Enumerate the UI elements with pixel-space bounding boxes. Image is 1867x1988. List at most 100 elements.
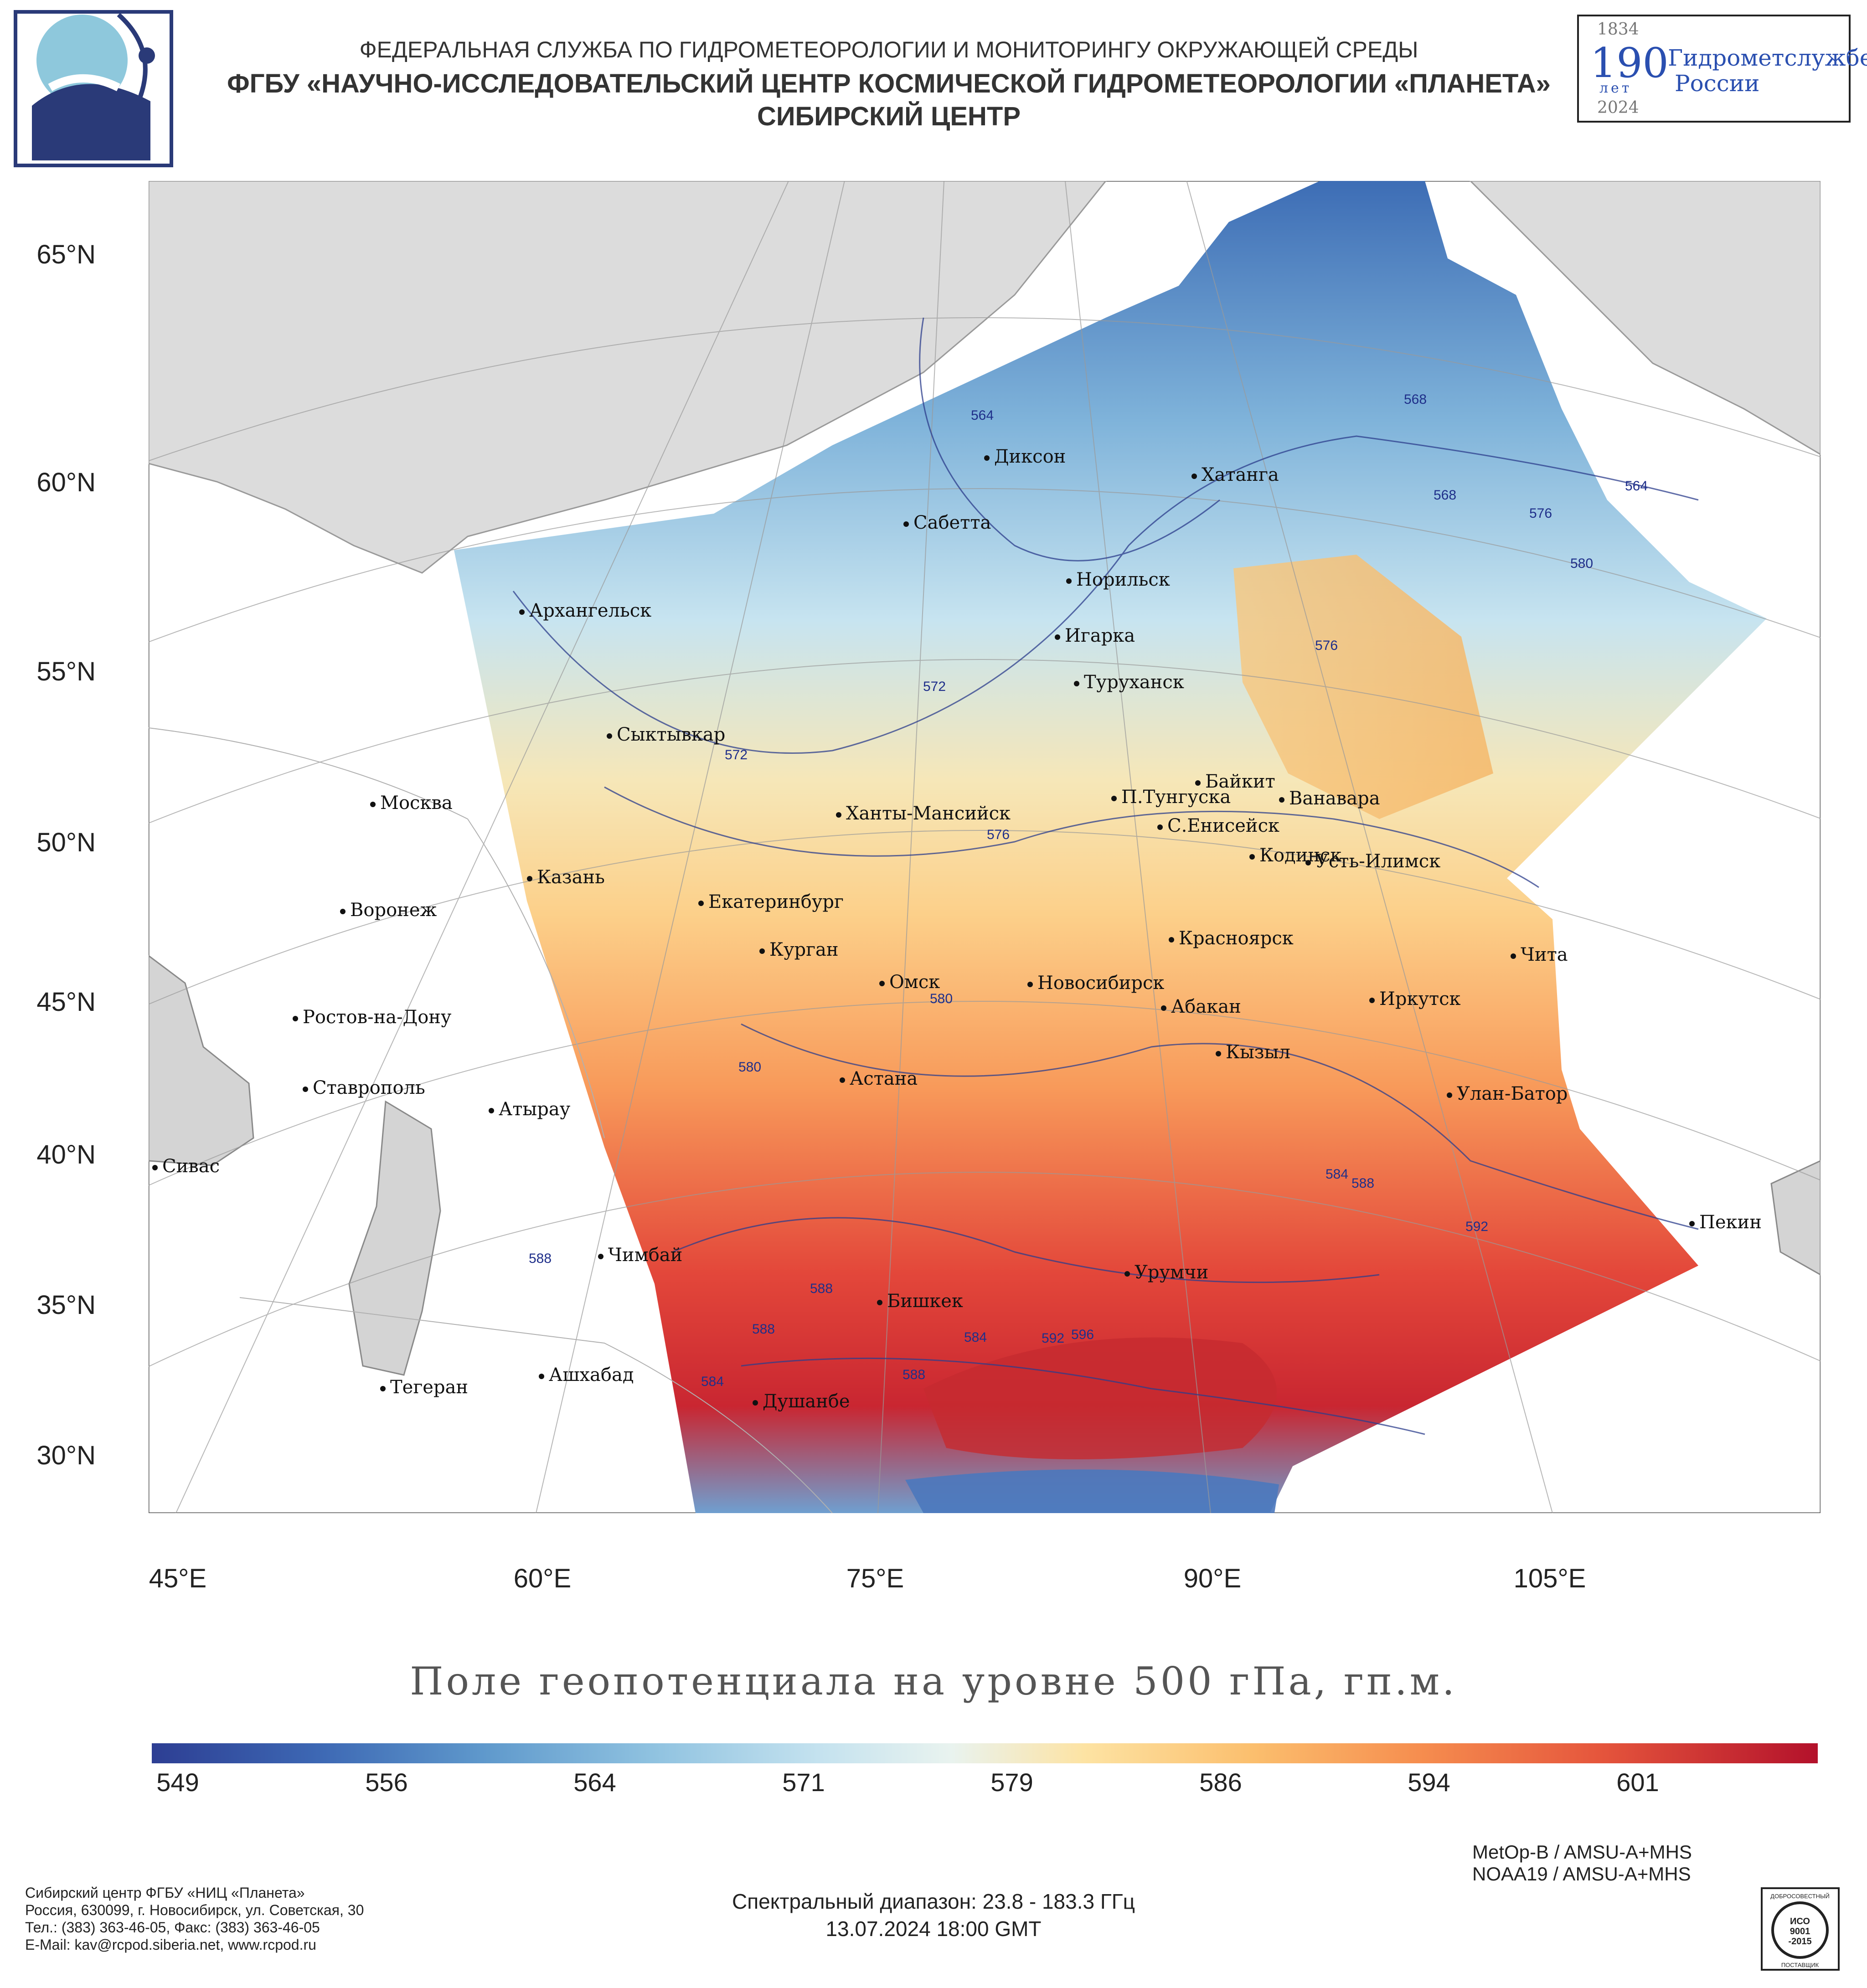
city-dot — [1195, 780, 1201, 786]
city-label: Туруханск — [1084, 672, 1184, 693]
city-dot — [1279, 797, 1284, 803]
city-label: Казань — [537, 867, 605, 888]
city-dot — [1249, 854, 1255, 860]
contour-label: 576 — [987, 827, 1010, 842]
city-dot — [1216, 1051, 1221, 1056]
city-dot — [607, 733, 612, 739]
logo-year-start: 1834 — [1597, 20, 1639, 39]
contour-label: 568 — [1434, 488, 1457, 503]
city-dot — [698, 901, 704, 906]
warm-anomaly — [1233, 555, 1493, 819]
city-dot — [836, 812, 841, 818]
contour-label: 584 — [701, 1374, 724, 1389]
svg-text:ДОБРОСОВЕСТНЫЙ: ДОБРОСОВЕСТНЫЙ — [1770, 1893, 1830, 1900]
city-label: Байкит — [1205, 771, 1275, 792]
yellow-sea — [1770, 1160, 1821, 1276]
city-dot — [598, 1254, 603, 1259]
city-dot — [879, 981, 885, 986]
city-dot — [527, 876, 532, 881]
city-dot — [903, 521, 909, 527]
city-label: Чимбай — [608, 1245, 683, 1266]
city-label: Сабетта — [913, 512, 991, 533]
city-label: Улан-Батор — [1457, 1083, 1568, 1104]
contour-label: 584 — [964, 1330, 987, 1345]
colorbar — [152, 1743, 1818, 1763]
lon-label-60: 60°E — [513, 1564, 572, 1593]
contour-label: 580 — [738, 1060, 762, 1075]
contour-lines — [512, 317, 1699, 1435]
city-dot — [984, 455, 990, 461]
city-label: Ставрополь — [313, 1077, 425, 1098]
contour-label: 588 — [903, 1367, 926, 1382]
svg-text:ИСО: ИСО — [1790, 1916, 1810, 1926]
city-label: Урумчи — [1135, 1262, 1209, 1283]
arctic-coast — [149, 181, 1107, 574]
hot-core — [923, 1337, 1277, 1459]
lat-label-55: 55°N — [36, 657, 96, 686]
city-dot — [370, 802, 376, 807]
black-sea — [149, 955, 254, 1166]
contour-label: 576 — [1529, 506, 1552, 521]
city-label: Иркутск — [1379, 989, 1461, 1009]
city-dot — [1027, 982, 1033, 987]
colorbar-tick: 571 — [782, 1768, 825, 1797]
contour-label: 572 — [923, 679, 946, 694]
contour-label: 564 — [1625, 479, 1648, 494]
city-dot — [1305, 860, 1311, 865]
city-dot — [293, 1016, 298, 1021]
city-label: Кызыл — [1226, 1042, 1290, 1063]
city-dot — [340, 909, 346, 914]
city-label: Курган — [769, 939, 839, 960]
city-label: Бишкек — [887, 1291, 963, 1312]
city-dot — [489, 1108, 494, 1113]
city-label: Чита — [1521, 944, 1568, 965]
city-dot — [1169, 937, 1174, 942]
city-dot — [1111, 796, 1117, 801]
svg-text:9001: 9001 — [1790, 1926, 1810, 1936]
city-dot — [1689, 1221, 1695, 1226]
contour-label: 568 — [1404, 392, 1427, 407]
city-dot — [1369, 998, 1375, 1003]
address-line: Тел.: (383) 363-46-05, Факс: (383) 363-4… — [25, 1919, 320, 1936]
city-label: Игарка — [1065, 625, 1135, 646]
colorbar-tick: 601 — [1616, 1768, 1659, 1797]
spectral-range: Спектральный диапазон: 23.8 - 183.3 ГГц — [732, 1890, 1135, 1913]
logo-years-word: лет — [1599, 80, 1632, 96]
colorbar-tick: 586 — [1199, 1768, 1242, 1797]
city-label: Москва — [380, 793, 453, 814]
contour-label: 564 — [971, 408, 994, 423]
city-dot — [1066, 578, 1072, 584]
contour-label: 576 — [1315, 638, 1338, 653]
contour-label: 592 — [1465, 1219, 1489, 1234]
svg-text:-2015: -2015 — [1788, 1936, 1811, 1947]
lat-label-45: 45°N — [36, 987, 96, 1017]
city-dot — [539, 1374, 544, 1379]
city-label: Тегеран — [390, 1377, 469, 1398]
observation-datetime: 13.07.2024 18:00 GMT — [825, 1917, 1042, 1941]
contour-label: 572 — [725, 747, 748, 762]
city-label: Атырау — [499, 1099, 571, 1120]
tibet-low — [905, 1469, 1279, 1513]
header-agency: ФЕДЕРАЛЬНАЯ СЛУЖБА ПО ГИДРОМЕТЕОРОЛОГИИ … — [359, 37, 1418, 62]
lat-label-65: 65°N — [36, 240, 96, 269]
contour-label: 588 — [1351, 1176, 1375, 1191]
city-dot — [1074, 681, 1079, 686]
city-dot — [1447, 1092, 1452, 1098]
address-line: E-Mail: kav@rcpod.siberia.net, www.rcpod… — [25, 1936, 316, 1953]
city-label: Сыктывкар — [617, 724, 726, 745]
address-line: Сибирский центр ФГБУ «НИЦ «Планета» — [25, 1885, 305, 1901]
svg-text:ПОСТАВЩИК: ПОСТАВЩИК — [1781, 1962, 1819, 1968]
anniversary-logo: 1834 190 лет 2024 Гидрометслужбе России — [1577, 15, 1867, 123]
city-dot — [1124, 1271, 1130, 1277]
borders — [149, 727, 833, 1513]
planeta-logo — [14, 10, 173, 167]
city-dot — [759, 948, 765, 954]
city-label: Абакан — [1171, 996, 1241, 1017]
city-label: Екатеринбург — [708, 891, 844, 912]
city-dot — [519, 609, 525, 615]
header-institute: ФГБУ «НАУЧНО-ИССЛЕДОВАТЕЛЬСКИЙ ЦЕНТР КОС… — [227, 69, 1551, 98]
city-label: Астана — [850, 1068, 918, 1089]
city-dot — [877, 1300, 882, 1305]
